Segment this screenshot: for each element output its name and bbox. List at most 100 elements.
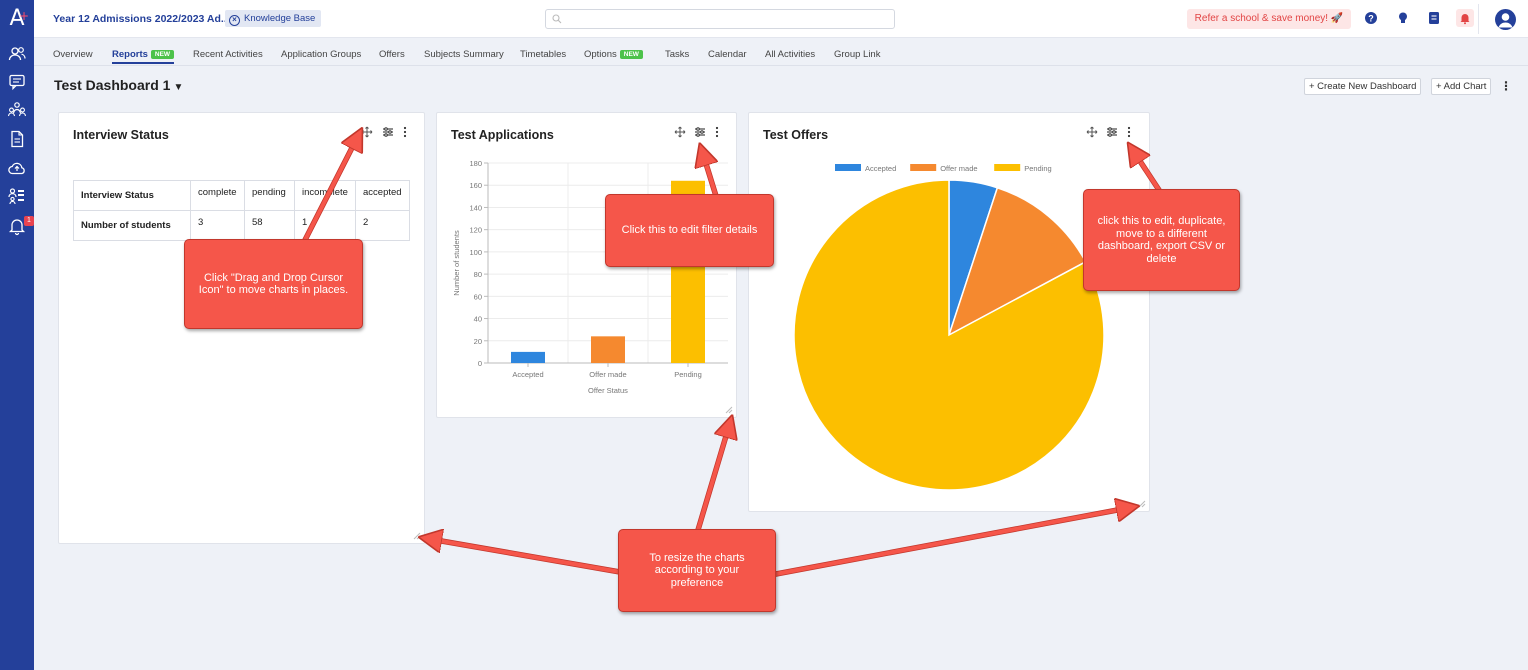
tab-reports[interactable]: Reports NEW bbox=[112, 49, 175, 64]
arrow-resize-2 bbox=[430, 539, 622, 574]
table-cell: 2 bbox=[355, 210, 410, 241]
legend-swatch bbox=[910, 164, 937, 171]
legend-label: Pending bbox=[1024, 164, 1052, 173]
y-tick-label: 140 bbox=[469, 203, 482, 212]
y-tick-label: 20 bbox=[474, 337, 482, 346]
user-icon bbox=[1498, 13, 1513, 28]
cloud-upload-icon[interactable] bbox=[7, 158, 27, 178]
y-tick-label: 40 bbox=[474, 315, 482, 324]
kebab-menu-icon[interactable] bbox=[711, 126, 723, 138]
caret-down-icon: ▼ bbox=[173, 82, 184, 93]
create-dashboard-button[interactable]: + Create New Dashboard bbox=[1304, 78, 1422, 95]
kebab-menu-icon[interactable] bbox=[1123, 126, 1135, 138]
year-selector-label: Year 12 Admissions 2022/2023 Ad... bbox=[53, 13, 230, 25]
add-chart-button[interactable]: + Add Chart bbox=[1431, 78, 1492, 95]
knowledge-base-label: Knowledge Base bbox=[244, 13, 316, 24]
callout-filter: Click this to edit filter details bbox=[605, 194, 774, 267]
y-tick-label: 120 bbox=[469, 226, 482, 235]
alert-bell-icon[interactable] bbox=[1456, 9, 1474, 27]
lightbulb-icon[interactable] bbox=[1396, 11, 1410, 25]
test-applications-card: Test Applications 0 20 40 60 80 100 120 140 160 1… bbox=[436, 112, 737, 418]
filter-icon[interactable] bbox=[1106, 126, 1118, 138]
legend-swatch bbox=[994, 164, 1021, 171]
legend-swatch bbox=[835, 164, 861, 171]
year-selector[interactable]: Year 12 Admissions 2022/2023 Ad...▼ bbox=[53, 13, 240, 25]
pie-slice bbox=[947, 186, 1087, 337]
callout-resize: To resize the charts according to your p… bbox=[618, 529, 776, 612]
table-cell: 3 bbox=[190, 210, 245, 241]
refer-school-button[interactable]: Refer a school & save money! 🚀 bbox=[1187, 9, 1351, 29]
pie-slice bbox=[793, 179, 1105, 491]
legend-label: Offer made bbox=[940, 164, 977, 173]
help-icon[interactable]: ? bbox=[1364, 11, 1378, 25]
tab-recent-activities[interactable]: Recent Activities bbox=[193, 49, 263, 60]
move-icon[interactable] bbox=[674, 126, 686, 138]
kebab-menu-icon[interactable] bbox=[399, 126, 411, 138]
y-tick-label: 80 bbox=[474, 270, 482, 279]
knowledge-base-chip[interactable]: × Knowledge Base bbox=[225, 10, 322, 27]
legend-label: Accepted bbox=[865, 164, 896, 173]
dashboard-selector[interactable]: Test Dashboard 1 ▼ bbox=[54, 77, 183, 93]
resize-handle-icon[interactable] bbox=[1138, 500, 1146, 508]
table-row: Interview Status complete pending incomp… bbox=[73, 180, 410, 211]
tab-bar: Overview Reports NEW Recent Activities Ap… bbox=[34, 38, 1528, 66]
close-icon[interactable]: × bbox=[229, 15, 240, 26]
bell-icon[interactable] bbox=[7, 216, 27, 236]
card-title: Test Applications bbox=[451, 128, 554, 142]
org-chart-icon[interactable] bbox=[7, 186, 27, 206]
top-header: Year 12 Admissions 2022/2023 Ad...▼ × Kno… bbox=[34, 0, 1528, 38]
tab-offers[interactable]: Offers bbox=[379, 49, 405, 60]
card-title: Test Offers bbox=[763, 128, 829, 142]
resize-handle-icon[interactable] bbox=[725, 406, 733, 414]
chat-icon[interactable] bbox=[7, 72, 27, 92]
tab-all-activities[interactable]: All Activities bbox=[765, 49, 816, 60]
people-icon[interactable] bbox=[7, 44, 27, 64]
card-title: Interview Status bbox=[73, 128, 169, 142]
bar-chart: 0 20 40 60 80 100 120 140 160 180 Accepted Offer ma… bbox=[452, 159, 728, 395]
tab-tasks[interactable]: Tasks bbox=[665, 49, 690, 60]
tab-timetables[interactable]: Timetables bbox=[520, 49, 567, 60]
y-tick-label: 180 bbox=[469, 159, 482, 168]
sidebar: A + 1 bbox=[0, 0, 34, 670]
interview-status-table: Interview Status complete pending incomp… bbox=[73, 180, 410, 241]
dashboard-menu-icon[interactable]: ⋮ bbox=[1500, 79, 1512, 93]
tab-overview[interactable]: Overview bbox=[53, 49, 93, 60]
table-cell: Interview Status bbox=[73, 180, 191, 211]
table-cell: pending bbox=[244, 180, 295, 211]
app-logo[interactable]: A + bbox=[9, 6, 29, 31]
document-icon[interactable] bbox=[7, 129, 27, 149]
arrow-resize-1 bbox=[696, 426, 729, 532]
filter-icon[interactable] bbox=[694, 126, 706, 138]
table-cell: 1 bbox=[294, 210, 356, 241]
callout-drag-drop: Click "Drag and Drop Cursor Icon" to mov… bbox=[184, 239, 363, 329]
groups-icon[interactable] bbox=[7, 100, 27, 120]
x-tick-label: Accepted bbox=[512, 370, 543, 379]
table-row: Number of students 3 58 1 2 bbox=[73, 210, 410, 241]
tab-options[interactable]: Options NEW bbox=[584, 49, 643, 60]
x-tick-label: Offer made bbox=[589, 370, 626, 379]
notification-badge: 1 bbox=[24, 216, 34, 226]
tab-group-link[interactable]: Group Link bbox=[834, 49, 881, 60]
move-icon[interactable] bbox=[361, 126, 373, 138]
table-cell: accepted bbox=[355, 180, 410, 211]
move-icon[interactable] bbox=[1086, 126, 1098, 138]
avatar[interactable] bbox=[1495, 9, 1516, 30]
x-tick-label: Pending bbox=[674, 370, 702, 379]
search-input[interactable] bbox=[545, 9, 895, 29]
resize-handle-icon[interactable] bbox=[413, 532, 421, 540]
x-axis-label: Offer Status bbox=[588, 386, 628, 395]
y-tick-label: 0 bbox=[478, 359, 482, 368]
svg-text:?: ? bbox=[1368, 14, 1374, 24]
notes-icon[interactable] bbox=[1427, 11, 1441, 25]
dashboard-title: Test Dashboard 1 bbox=[54, 77, 171, 93]
y-axis-label: Number of students bbox=[452, 230, 461, 296]
callout-menu: click this to edit, duplicate, move to a… bbox=[1083, 189, 1240, 291]
table-cell: complete bbox=[190, 180, 245, 211]
tab-calendar[interactable]: Calendar bbox=[708, 49, 747, 60]
bar bbox=[511, 351, 545, 363]
tab-application-groups[interactable]: Application Groups bbox=[281, 49, 362, 60]
y-tick-label: 60 bbox=[474, 292, 482, 301]
tab-subjects-summary[interactable]: Subjects Summary bbox=[424, 49, 504, 60]
filter-icon[interactable] bbox=[382, 126, 394, 138]
y-tick-label: 100 bbox=[469, 248, 482, 257]
